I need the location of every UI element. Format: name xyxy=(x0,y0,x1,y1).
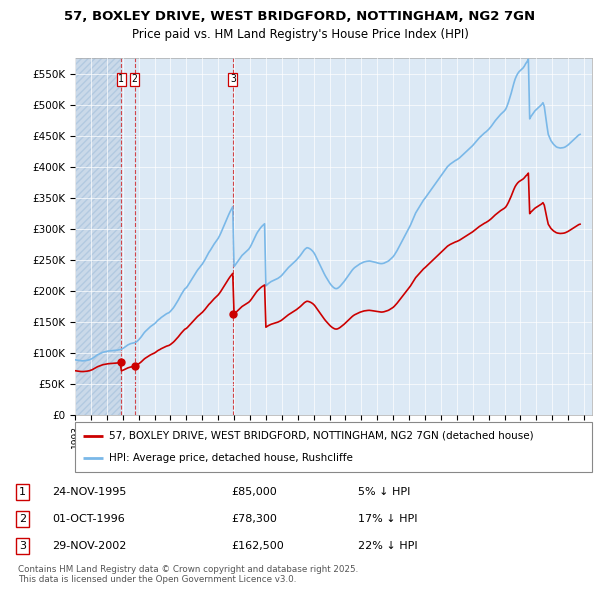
Text: 57, BOXLEY DRIVE, WEST BRIDGFORD, NOTTINGHAM, NG2 7GN: 57, BOXLEY DRIVE, WEST BRIDGFORD, NOTTIN… xyxy=(64,10,536,23)
Text: 57, BOXLEY DRIVE, WEST BRIDGFORD, NOTTINGHAM, NG2 7GN (detached house): 57, BOXLEY DRIVE, WEST BRIDGFORD, NOTTIN… xyxy=(109,431,533,441)
FancyBboxPatch shape xyxy=(75,422,592,472)
Text: HPI: Average price, detached house, Rushcliffe: HPI: Average price, detached house, Rush… xyxy=(109,453,352,463)
Text: 2: 2 xyxy=(19,514,26,524)
Text: 22% ↓ HPI: 22% ↓ HPI xyxy=(358,541,417,551)
Text: Price paid vs. HM Land Registry's House Price Index (HPI): Price paid vs. HM Land Registry's House … xyxy=(131,28,469,41)
Text: 1: 1 xyxy=(118,74,124,84)
Text: 3: 3 xyxy=(19,541,26,551)
Text: 29-NOV-2002: 29-NOV-2002 xyxy=(52,541,127,551)
Text: 5% ↓ HPI: 5% ↓ HPI xyxy=(358,487,410,497)
Text: 01-OCT-1996: 01-OCT-1996 xyxy=(52,514,125,524)
Text: £162,500: £162,500 xyxy=(231,541,284,551)
Text: £78,300: £78,300 xyxy=(231,514,277,524)
Text: 1: 1 xyxy=(19,487,26,497)
Text: 24-NOV-1995: 24-NOV-1995 xyxy=(52,487,127,497)
Text: 3: 3 xyxy=(230,74,236,84)
Text: 2: 2 xyxy=(132,74,137,84)
Text: £85,000: £85,000 xyxy=(231,487,277,497)
Text: 17% ↓ HPI: 17% ↓ HPI xyxy=(358,514,417,524)
Text: Contains HM Land Registry data © Crown copyright and database right 2025.
This d: Contains HM Land Registry data © Crown c… xyxy=(18,565,358,585)
Bar xyxy=(75,58,121,415)
